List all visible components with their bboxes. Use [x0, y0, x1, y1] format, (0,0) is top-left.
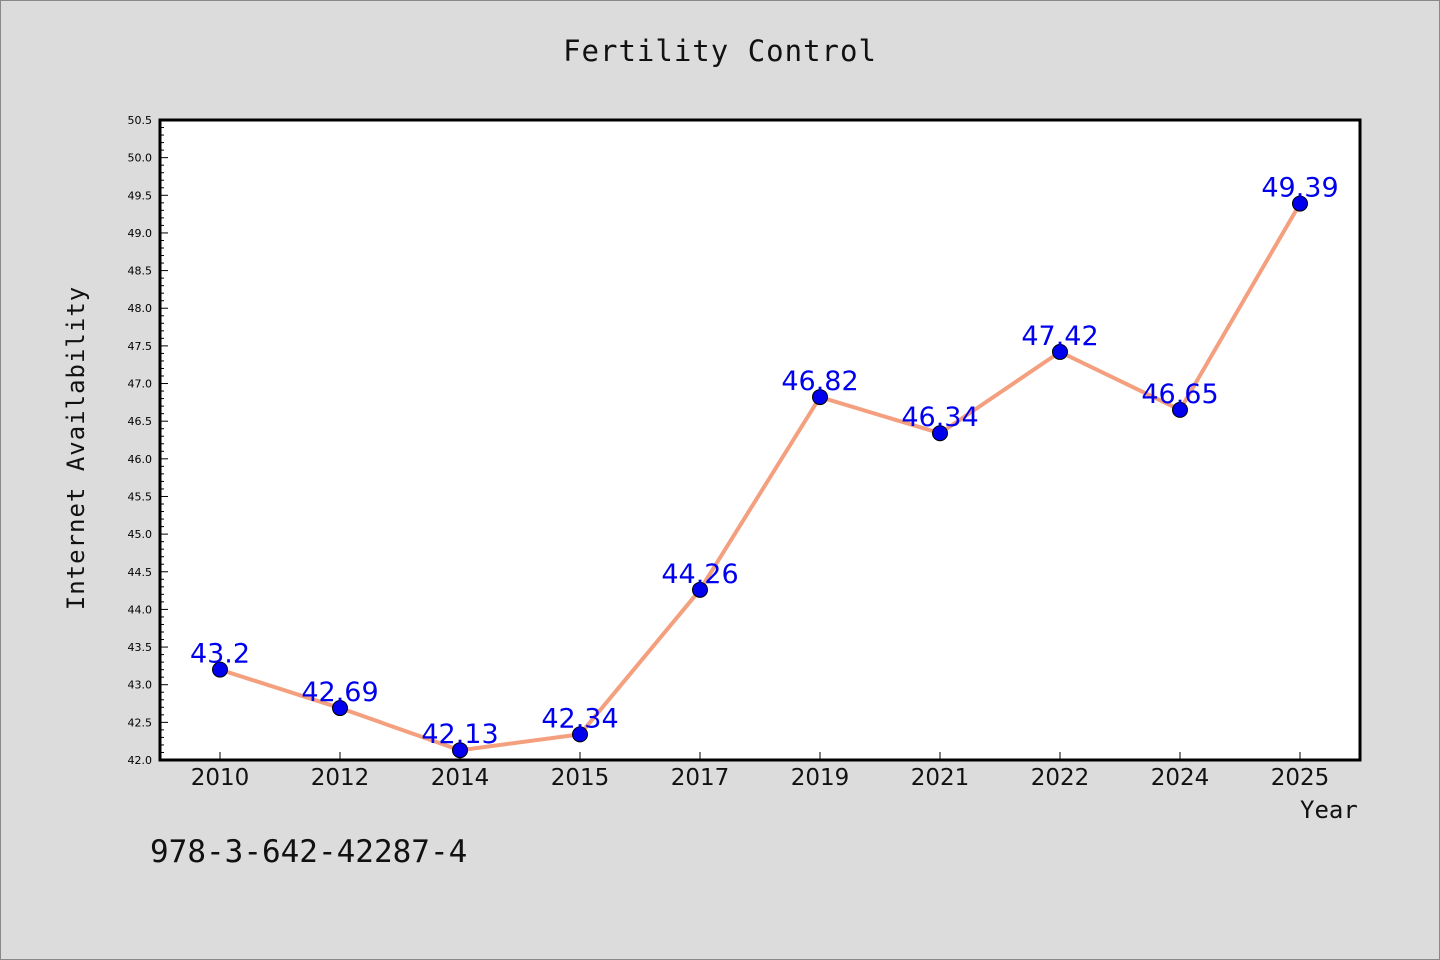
y-tick-label: 48.5: [128, 265, 153, 278]
data-point: [692, 581, 708, 598]
y-tick-label: 46.5: [128, 415, 153, 428]
y-tick-label: 43.5: [128, 641, 153, 654]
x-axis-label: Year: [1300, 796, 1358, 824]
y-tick-label: 45.5: [128, 490, 153, 503]
data-point: [812, 389, 828, 406]
y-tick-label: 47.5: [128, 340, 153, 353]
data-label: 49.39: [1261, 173, 1338, 204]
x-tick-label: 2022: [1031, 765, 1090, 791]
plot-area: [158, 118, 1362, 762]
data-label: 42.34: [541, 703, 618, 734]
data-label: 47.42: [1021, 321, 1098, 352]
y-tick-label: 49.5: [128, 189, 153, 202]
y-tick-label: 44.5: [128, 566, 153, 579]
data-point: [212, 661, 228, 678]
y-tick-label: 49.0: [128, 227, 153, 240]
x-tick-label: 2019: [791, 765, 850, 791]
x-tick-label: 2025: [1271, 765, 1330, 791]
y-tick-label: 46.0: [128, 453, 153, 466]
x-tick-label: 2015: [551, 765, 610, 791]
y-tick-label: 44.0: [128, 603, 153, 616]
data-point: [572, 726, 588, 743]
isbn-annotation: 978-3-642-42287-4: [150, 834, 468, 870]
data-label: 42.69: [301, 677, 378, 708]
y-tick-label: 47.0: [128, 378, 153, 391]
data-label: 46.82: [781, 366, 858, 397]
data-label: 43.2: [190, 639, 250, 670]
data-point: [1172, 401, 1188, 418]
data-point: [1292, 195, 1308, 212]
x-tick-label: 2014: [431, 765, 490, 791]
y-tick-label: 43.0: [128, 679, 153, 692]
x-tick-label: 2012: [311, 765, 370, 791]
x-tick-label: 2021: [911, 765, 970, 791]
y-tick-label: 42.5: [128, 716, 153, 729]
x-tick-label: 2024: [1151, 765, 1210, 791]
data-label: 46.34: [901, 402, 978, 433]
data-point: [452, 742, 468, 759]
data-point: [1052, 343, 1068, 360]
data-point: [332, 700, 348, 717]
y-tick-label: 50.0: [128, 152, 153, 165]
x-tick-label: 2010: [191, 765, 250, 791]
chart-title: Fertility Control: [563, 34, 877, 68]
y-tick-label: 45.0: [128, 528, 153, 541]
y-tick-label: 50.5: [128, 114, 153, 127]
data-label: 42.13: [421, 719, 498, 750]
y-tick-label: 48.0: [128, 302, 153, 315]
data-label: 44.26: [661, 559, 738, 590]
data-point: [932, 425, 948, 442]
series-line: [219, 202, 1302, 753]
y-tick-label: 42.0: [128, 754, 153, 767]
data-label: 46.65: [1141, 379, 1218, 410]
x-tick-label: 2017: [671, 765, 730, 791]
